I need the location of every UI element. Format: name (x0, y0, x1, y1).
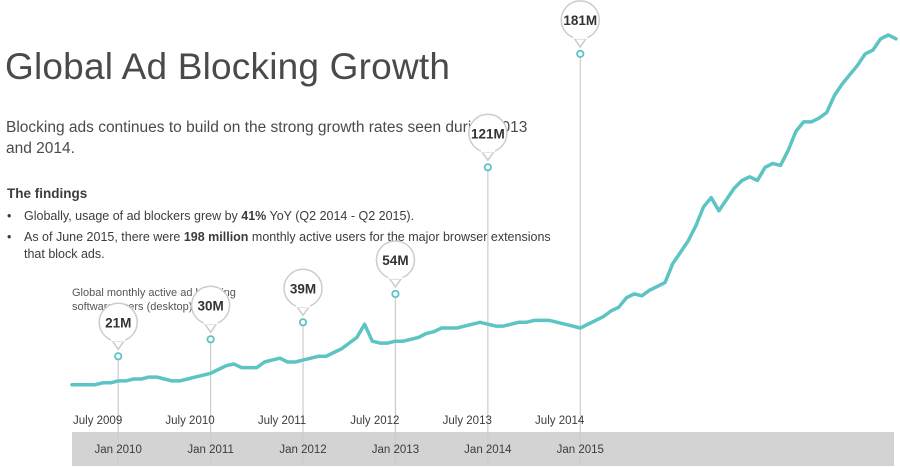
annotation-callout: 21M (98, 302, 138, 361)
x-axis-band (72, 432, 894, 466)
x-tick-label: Jan 2014 (464, 444, 512, 456)
x-tick-label: July 2010 (165, 415, 214, 427)
data-label: 39M (290, 281, 316, 296)
x-tick-label: Jan 2010 (95, 444, 142, 456)
data-point (206, 335, 215, 344)
finding-text: As of June 2015, there were (24, 230, 184, 244)
x-axis-labels: July 2009 July 2010 July 2011 July 2012 July… (73, 415, 604, 456)
data-point (483, 163, 492, 172)
x-tick-label: Jan 2015 (557, 444, 604, 456)
finding-item: • As of June 2015, there were 198 millio… (7, 229, 567, 263)
page-subtitle: Blocking ads continues to build on the s… (6, 119, 528, 157)
bullet-icon: • (7, 230, 12, 244)
data-label: 181M (563, 13, 597, 28)
annotation-callout: 54M (375, 240, 416, 299)
x-tick-label: Jan 2013 (372, 444, 419, 456)
finding-text: monthly active users for the major brows… (24, 230, 551, 261)
finding-highlight: 41% (241, 209, 267, 223)
finding-item: • Globally, usage of ad blockers grew by… (7, 208, 567, 225)
x-tick-label: July 2011 (258, 415, 306, 427)
annotation-callout: 30M (190, 285, 231, 344)
annotation-callout: 39M (283, 268, 323, 327)
page-title: Global Ad Blocking Growth (5, 46, 451, 87)
series-line (70, 33, 898, 387)
x-tick-label: July 2012 (350, 415, 399, 427)
finding-text: Globally, usage of ad blockers grew by (24, 209, 242, 223)
data-label: 21M (105, 315, 131, 330)
findings-heading: The findings (7, 186, 88, 201)
annotation-callout: 121M (468, 113, 508, 172)
bullet-icon: • (7, 209, 12, 223)
data-point (576, 49, 585, 59)
x-tick-label: Jan 2011 (187, 444, 233, 456)
data-label: 54M (382, 253, 408, 268)
finding-text: YoY (Q2 2014 - Q2 2015). (266, 209, 415, 223)
annotation-callouts: 21M 30M 39M 54M 121M 181M (98, 0, 601, 361)
data-point (298, 318, 308, 327)
data-point (114, 352, 123, 361)
annotation-stems (117, 53, 581, 466)
finding-highlight: 198 million (183, 230, 249, 244)
data-point (391, 289, 400, 299)
findings-list: • Globally, usage of ad blockers grew by… (7, 208, 567, 267)
annotation-callout: 181M (560, 0, 601, 59)
x-tick-label: July 2014 (535, 415, 585, 427)
x-tick-label: July 2009 (73, 415, 122, 427)
data-label: 30M (197, 298, 223, 313)
data-label: 121M (471, 126, 505, 141)
x-tick-label: July 2013 (443, 415, 492, 427)
x-tick-label: Jan 2012 (279, 444, 326, 456)
